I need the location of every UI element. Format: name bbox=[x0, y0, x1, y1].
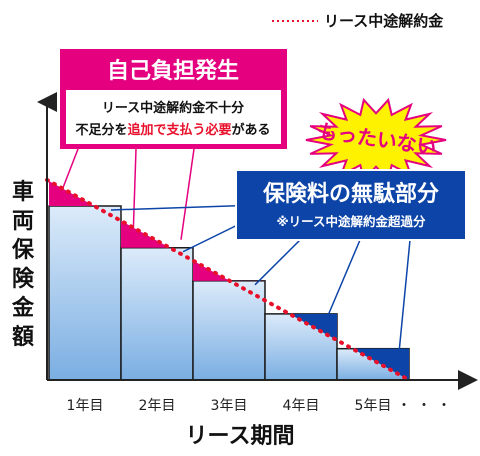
y-axis-title-char: 額 bbox=[12, 324, 34, 350]
excess-region-4 bbox=[265, 313, 337, 341]
excess-subtitle: ※リース中途解約金超過分 bbox=[276, 214, 426, 229]
x-tick-trailing: ・・・ bbox=[397, 398, 457, 414]
excess-region-5 bbox=[337, 348, 409, 380]
connectors-group bbox=[58, 148, 411, 353]
cancellation-fee-line bbox=[45, 177, 411, 382]
shortfall-line1: リース中途解約金不十分 bbox=[102, 100, 244, 116]
shortfall-line2: 不足分を追加で支払う必要がある bbox=[75, 122, 270, 138]
shortfall-title: 自己負担発生 bbox=[107, 58, 239, 84]
x-tick-label: 1年目 bbox=[67, 398, 104, 414]
shortfall-region-3 bbox=[193, 260, 265, 281]
excess-connector bbox=[326, 239, 361, 319]
x-axis-title: リース期間 bbox=[186, 424, 295, 449]
excess-title: 保険料の無駄部分 bbox=[262, 181, 439, 207]
bar-1 bbox=[48, 205, 122, 381]
excess-connector bbox=[254, 239, 301, 286]
x-tick-label: 5年目 bbox=[355, 398, 392, 414]
excess-connector bbox=[110, 204, 259, 211]
excess-connector bbox=[398, 239, 411, 353]
y-axis-title-char: 保 bbox=[11, 238, 35, 263]
legend-label: リース中途解約金 bbox=[324, 12, 444, 30]
y-axis-title-char: 両 bbox=[12, 209, 34, 234]
shortfall-connector bbox=[132, 148, 137, 240]
shortfall-region-1 bbox=[49, 181, 121, 206]
x-tick-label: 4年目 bbox=[283, 398, 320, 414]
shortfall-region-2 bbox=[121, 220, 193, 248]
bar-2 bbox=[120, 247, 194, 381]
bar-3 bbox=[192, 280, 266, 381]
x-tick-label: 2年目 bbox=[139, 398, 176, 414]
shortfall-callout: 自己負担発生 リース中途解約金不十分 不足分を追加で支払う必要がある bbox=[60, 49, 287, 149]
x-tick-labels: 1年目 2年目 3年目 4年目 5年目 bbox=[67, 398, 392, 414]
y-axis-title-char: 金 bbox=[11, 295, 35, 321]
shortfall-connector bbox=[180, 148, 195, 240]
mottainai-burst: もったいない bbox=[305, 97, 447, 183]
y-axis-title-char: 険 bbox=[12, 267, 35, 292]
y-axis-title-char: 車 bbox=[12, 180, 34, 205]
excess-callout: 保険料の無駄部分 ※リース中途解約金超過分 bbox=[235, 169, 467, 241]
x-tick-label: 3年目 bbox=[211, 398, 248, 414]
regions-group bbox=[49, 181, 409, 380]
